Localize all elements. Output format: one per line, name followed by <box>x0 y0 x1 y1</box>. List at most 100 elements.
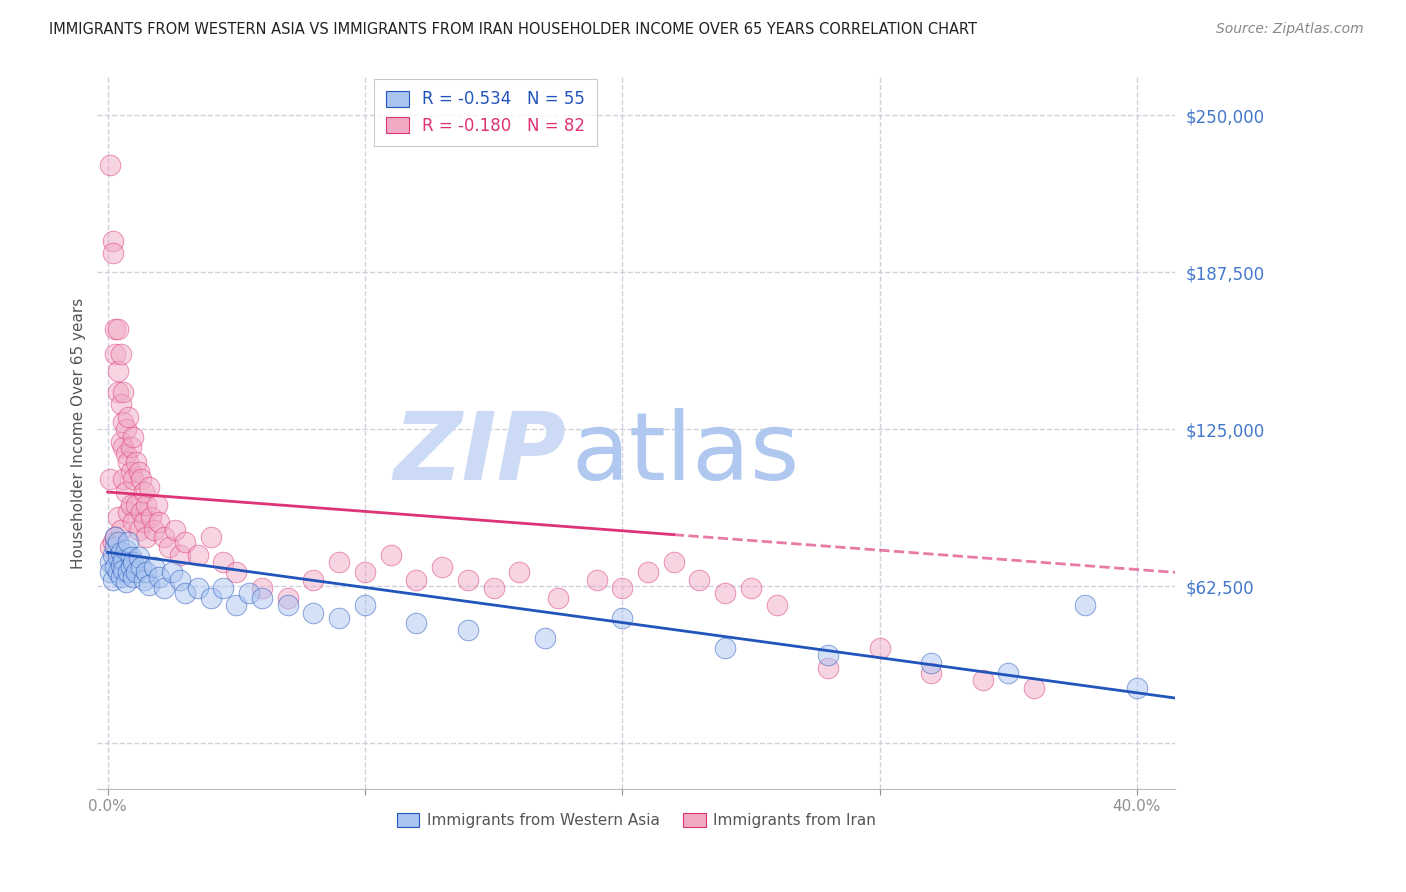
Immigrants from Western Asia <box>101 573 124 587</box>
Immigrants from Iran <box>482 581 505 595</box>
Immigrants from Iran <box>972 673 994 688</box>
Immigrants from Iran <box>250 581 273 595</box>
Immigrants from Western Asia <box>117 566 139 580</box>
Immigrants from Iran <box>153 530 176 544</box>
Immigrants from Iran <box>107 384 129 399</box>
Immigrants from Iran <box>101 234 124 248</box>
Immigrants from Iran <box>135 498 157 512</box>
Immigrants from Iran <box>817 661 839 675</box>
Immigrants from Iran <box>122 473 145 487</box>
Immigrants from Western Asia <box>107 535 129 549</box>
Immigrants from Iran <box>110 523 132 537</box>
Immigrants from Western Asia <box>104 560 127 574</box>
Immigrants from Iran <box>148 515 170 529</box>
Immigrants from Iran <box>98 158 121 172</box>
Immigrants from Iran <box>112 384 135 399</box>
Immigrants from Iran <box>107 510 129 524</box>
Immigrants from Iran <box>104 322 127 336</box>
Immigrants from Iran <box>714 585 737 599</box>
Immigrants from Western Asia <box>1074 598 1097 612</box>
Immigrants from Western Asia <box>104 541 127 555</box>
Immigrants from Iran <box>740 581 762 595</box>
Immigrants from Western Asia <box>250 591 273 605</box>
Immigrants from Western Asia <box>104 530 127 544</box>
Immigrants from Iran <box>637 566 659 580</box>
Immigrants from Iran <box>117 505 139 519</box>
Immigrants from Iran <box>114 485 136 500</box>
Immigrants from Western Asia <box>110 558 132 572</box>
Immigrants from Western Asia <box>114 575 136 590</box>
Immigrants from Iran <box>138 480 160 494</box>
Immigrants from Iran <box>145 498 167 512</box>
Immigrants from Iran <box>112 473 135 487</box>
Immigrants from Iran <box>688 573 710 587</box>
Immigrants from Western Asia <box>138 578 160 592</box>
Immigrants from Western Asia <box>114 542 136 557</box>
Immigrants from Iran <box>129 505 152 519</box>
Immigrants from Iran <box>141 510 163 524</box>
Y-axis label: Householder Income Over 65 years: Householder Income Over 65 years <box>72 297 86 568</box>
Text: atlas: atlas <box>572 409 800 500</box>
Immigrants from Iran <box>143 523 166 537</box>
Text: IMMIGRANTS FROM WESTERN ASIA VS IMMIGRANTS FROM IRAN HOUSEHOLDER INCOME OVER 65 : IMMIGRANTS FROM WESTERN ASIA VS IMMIGRAN… <box>49 22 977 37</box>
Immigrants from Western Asia <box>112 563 135 577</box>
Immigrants from Iran <box>354 566 377 580</box>
Immigrants from Iran <box>547 591 569 605</box>
Immigrants from Iran <box>112 440 135 454</box>
Immigrants from Iran <box>104 347 127 361</box>
Immigrants from Iran <box>114 447 136 461</box>
Immigrants from Iran <box>129 473 152 487</box>
Immigrants from Iran <box>114 422 136 436</box>
Immigrants from Western Asia <box>101 548 124 562</box>
Immigrants from Western Asia <box>997 665 1019 680</box>
Immigrants from Western Asia <box>1126 681 1149 695</box>
Immigrants from Western Asia <box>714 640 737 655</box>
Immigrants from Western Asia <box>238 585 260 599</box>
Immigrants from Iran <box>405 573 427 587</box>
Immigrants from Western Asia <box>212 581 235 595</box>
Immigrants from Iran <box>508 566 530 580</box>
Immigrants from Iran <box>98 541 121 555</box>
Text: ZIP: ZIP <box>394 409 567 500</box>
Immigrants from Iran <box>200 530 222 544</box>
Immigrants from Iran <box>380 548 402 562</box>
Legend: Immigrants from Western Asia, Immigrants from Iran: Immigrants from Western Asia, Immigrants… <box>391 806 883 834</box>
Immigrants from Western Asia <box>354 598 377 612</box>
Immigrants from Iran <box>132 515 155 529</box>
Immigrants from Iran <box>125 498 148 512</box>
Immigrants from Iran <box>225 566 247 580</box>
Immigrants from Iran <box>662 555 685 569</box>
Immigrants from Iran <box>132 485 155 500</box>
Immigrants from Western Asia <box>110 545 132 559</box>
Immigrants from Western Asia <box>110 570 132 584</box>
Immigrants from Iran <box>98 473 121 487</box>
Immigrants from Iran <box>117 455 139 469</box>
Immigrants from Iran <box>212 555 235 569</box>
Immigrants from Iran <box>277 591 299 605</box>
Immigrants from Western Asia <box>328 610 350 624</box>
Immigrants from Western Asia <box>132 573 155 587</box>
Immigrants from Iran <box>110 434 132 449</box>
Immigrants from Iran <box>328 555 350 569</box>
Immigrants from Western Asia <box>148 570 170 584</box>
Immigrants from Iran <box>173 535 195 549</box>
Immigrants from Western Asia <box>153 581 176 595</box>
Immigrants from Iran <box>157 541 180 555</box>
Immigrants from Iran <box>612 581 634 595</box>
Immigrants from Iran <box>120 440 142 454</box>
Immigrants from Western Asia <box>107 550 129 565</box>
Immigrants from Iran <box>104 530 127 544</box>
Immigrants from Western Asia <box>405 615 427 630</box>
Immigrants from Iran <box>101 535 124 549</box>
Immigrants from Western Asia <box>122 570 145 584</box>
Immigrants from Iran <box>122 430 145 444</box>
Immigrants from Western Asia <box>120 560 142 574</box>
Immigrants from Iran <box>107 322 129 336</box>
Immigrants from Western Asia <box>98 566 121 580</box>
Immigrants from Iran <box>765 598 787 612</box>
Immigrants from Western Asia <box>117 535 139 549</box>
Immigrants from Iran <box>117 409 139 424</box>
Immigrants from Iran <box>1022 681 1045 695</box>
Immigrants from Western Asia <box>225 598 247 612</box>
Immigrants from Iran <box>430 560 453 574</box>
